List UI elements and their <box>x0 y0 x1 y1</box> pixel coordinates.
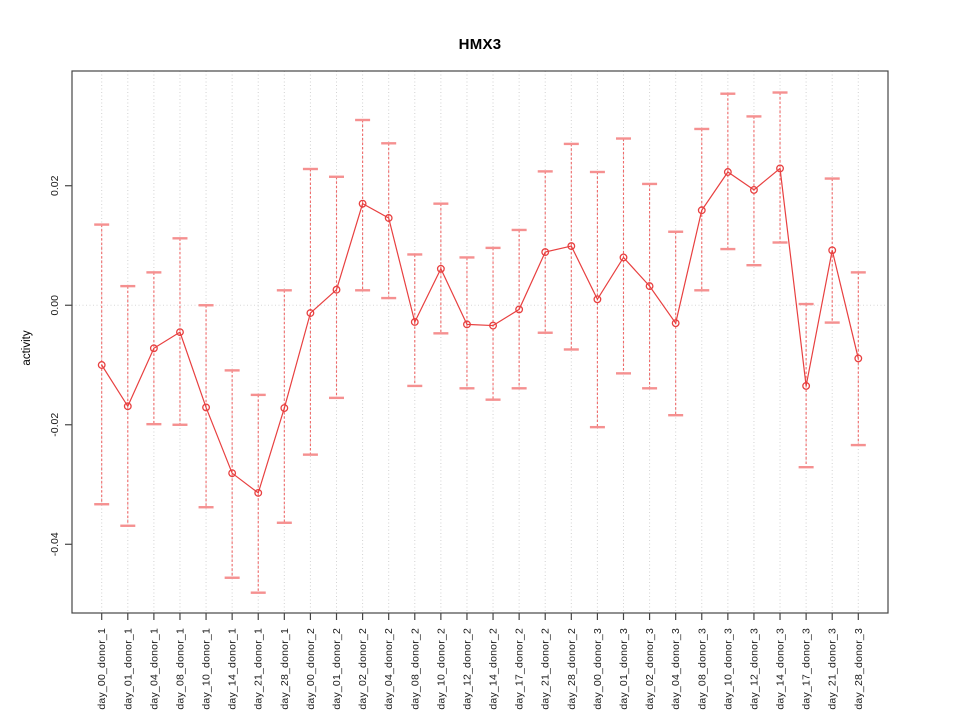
data-point <box>645 282 654 291</box>
x-tick-label: day_21_donor_2 <box>540 628 552 710</box>
data-point <box>776 164 784 173</box>
x-tick-label: day_17_donor_3 <box>801 628 813 710</box>
x-tick-label: day_14_donor_3 <box>775 628 787 710</box>
x-tick-label: day_04_donor_2 <box>383 628 395 710</box>
data-point <box>436 264 445 273</box>
data-point <box>280 404 289 412</box>
x-tick-label: day_14_donor_1 <box>227 628 239 710</box>
chart-title: HMX3 <box>458 36 502 53</box>
y-tick-label: -0.04 <box>49 532 61 556</box>
data-point <box>515 305 524 314</box>
data-point <box>541 248 550 257</box>
x-tick-label: day_01_donor_1 <box>122 628 134 710</box>
data-point <box>123 402 132 411</box>
data-point <box>463 320 471 329</box>
data-point <box>749 185 758 194</box>
data-point <box>97 361 106 369</box>
x-tick-label: day_00_donor_3 <box>592 628 604 710</box>
x-tick-label: day_01_donor_3 <box>618 628 630 710</box>
x-tick-label: day_08_donor_2 <box>409 628 421 710</box>
data-point <box>697 206 706 215</box>
y-tick-label: 0.02 <box>49 175 61 196</box>
x-tick-label: day_10_donor_3 <box>722 628 734 710</box>
x-tick-label: day_02_donor_2 <box>357 628 369 710</box>
data-point <box>802 381 811 390</box>
data-point <box>306 309 315 317</box>
data-point <box>854 354 863 363</box>
y-tick-label: -0.02 <box>49 413 61 437</box>
x-tick-label: day_00_donor_2 <box>305 628 317 710</box>
x-tick-label: day_21_donor_3 <box>827 628 839 710</box>
x-tick-label: day_28_donor_3 <box>853 628 865 710</box>
data-point <box>202 403 211 412</box>
data-point <box>671 319 680 328</box>
data-point <box>828 246 837 255</box>
data-point <box>567 242 576 251</box>
x-tick-label: day_21_donor_1 <box>253 628 265 710</box>
y-tick-label: 0.00 <box>49 295 61 316</box>
x-tick-label: day_01_donor_2 <box>331 628 343 710</box>
x-tick-label: day_28_donor_2 <box>566 628 578 710</box>
data-point <box>489 321 497 330</box>
x-tick-label: day_00_donor_1 <box>96 628 108 710</box>
data-point <box>593 295 602 304</box>
data-point <box>384 214 393 222</box>
x-tick-label: day_10_donor_2 <box>435 628 447 710</box>
data-point <box>228 469 237 478</box>
data-point <box>149 344 158 353</box>
x-tick-label: day_12_donor_2 <box>461 628 473 710</box>
x-tick-label: day_10_donor_1 <box>201 628 213 710</box>
data-point <box>176 328 184 337</box>
data-point <box>723 168 732 176</box>
x-tick-label: day_02_donor_3 <box>644 628 656 710</box>
data-point <box>358 199 367 208</box>
series-line <box>101 167 859 494</box>
plot-border <box>71 70 889 614</box>
data-point <box>410 318 419 326</box>
x-tick-label: day_28_donor_1 <box>279 628 291 710</box>
x-tick-label: day_08_donor_1 <box>174 628 186 710</box>
data-point <box>332 285 341 294</box>
x-tick-label: day_04_donor_3 <box>670 628 682 710</box>
x-tick-label: day_12_donor_3 <box>748 628 760 710</box>
data-point <box>254 488 263 497</box>
x-tick-label: day_14_donor_2 <box>488 628 500 710</box>
x-tick-label: day_08_donor_3 <box>696 628 708 710</box>
x-tick-label: day_17_donor_2 <box>514 628 526 710</box>
data-point <box>619 253 628 262</box>
x-tick-label: day_04_donor_1 <box>148 628 160 710</box>
